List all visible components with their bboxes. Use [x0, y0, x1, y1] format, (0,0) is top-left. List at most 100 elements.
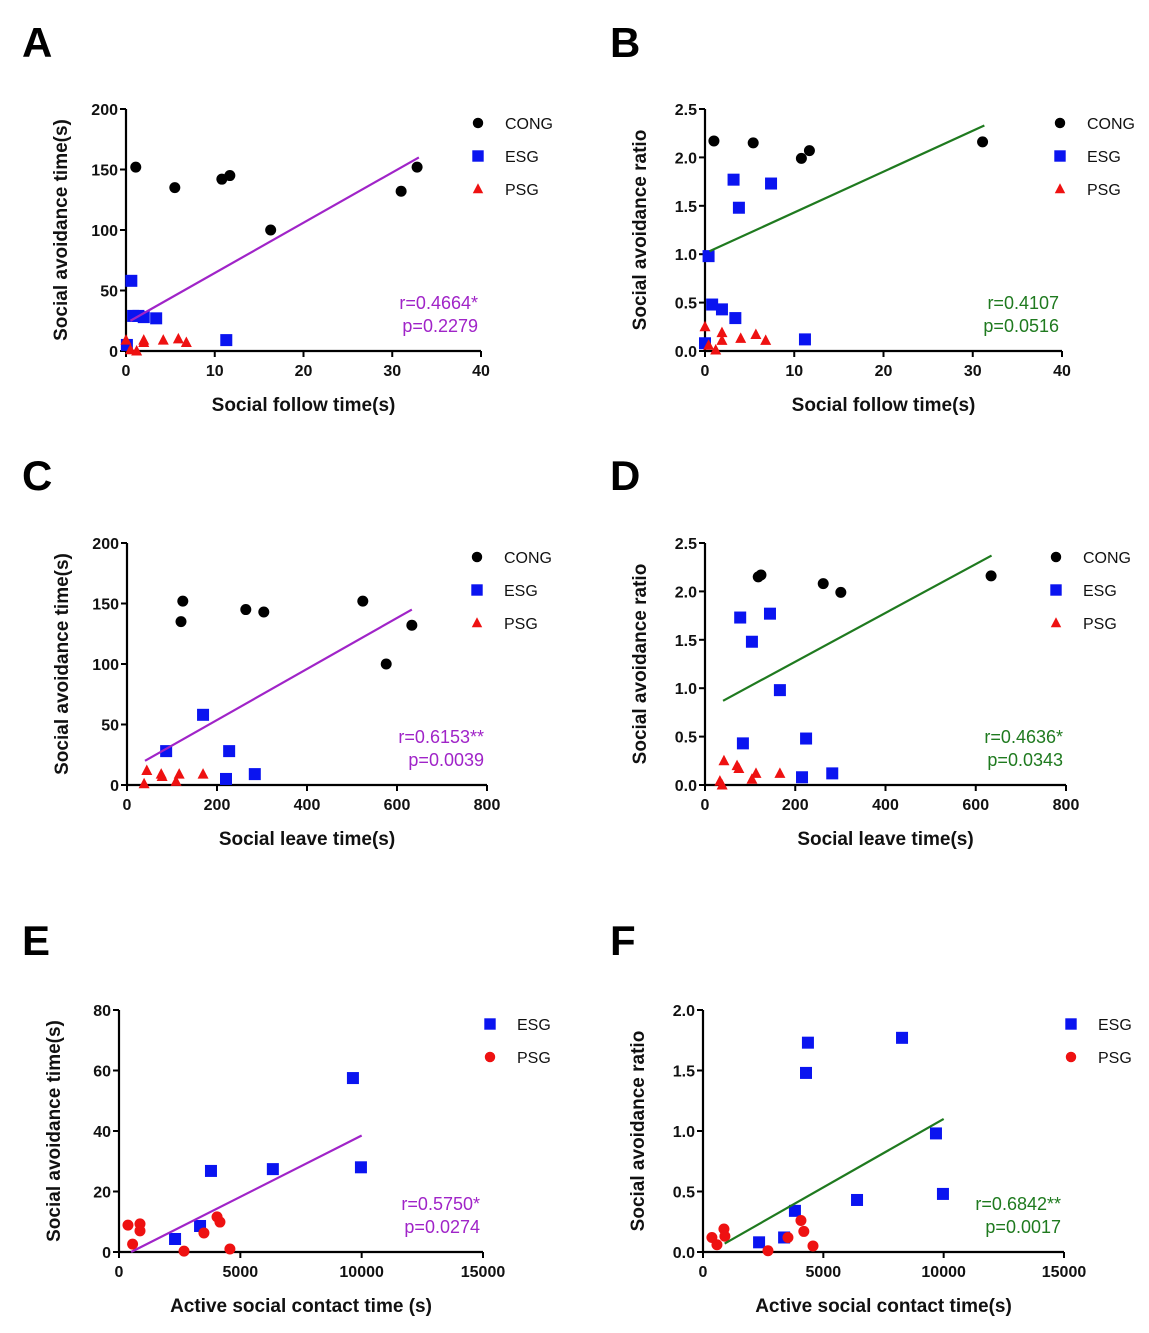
point-esg	[896, 1031, 909, 1044]
y-tick-label: 0.5	[673, 1185, 695, 1202]
point-psg	[716, 326, 728, 338]
y-tick-label: 0.5	[675, 730, 697, 747]
point-esg	[220, 772, 232, 785]
y-tick-label: 0	[109, 344, 118, 361]
x-tick-label: 0	[699, 1264, 708, 1281]
p-value-label: p=0.0274	[404, 1217, 480, 1237]
correlation-r-label: r=0.4636*	[984, 727, 1063, 747]
point-psg	[224, 1243, 236, 1255]
x-tick-label: 10000	[921, 1264, 966, 1281]
point-cong	[169, 182, 181, 194]
legend-label-esg: ESG	[517, 1017, 551, 1034]
legend-marker-esg	[471, 584, 483, 596]
legend-label-esg: ESG	[1083, 583, 1117, 600]
regression-line	[129, 156, 420, 322]
point-cong	[708, 135, 720, 147]
y-tick-label: 150	[92, 597, 119, 614]
regression-line	[724, 1117, 945, 1245]
panel-c: C 0 200 400 600 800 0 50 100 150 200 Social leave t…	[22, 452, 552, 850]
x-axis-title: Social follow time(s)	[792, 395, 976, 416]
point-cong	[265, 224, 277, 236]
point-esg	[734, 611, 747, 624]
y-tick-label: 40	[93, 1124, 111, 1141]
point-psg	[172, 332, 184, 344]
point-esg	[936, 1187, 949, 1200]
point-esg	[800, 1066, 813, 1079]
x-tick-label: 10	[785, 363, 803, 380]
point-esg	[266, 1163, 279, 1176]
point-esg	[773, 684, 786, 697]
legend-marker-esg	[472, 150, 484, 162]
legend-marker-cong	[1054, 117, 1066, 129]
x-axis-title: Active social contact time (s)	[170, 1296, 432, 1317]
p-value-label: p=0.2279	[402, 316, 478, 336]
y-tick-label: 2.0	[675, 150, 697, 167]
legend-marker-cong	[472, 117, 484, 129]
panel-letter: B	[610, 19, 640, 66]
point-psg	[122, 1219, 134, 1231]
point-psg	[699, 320, 711, 332]
p-value-label: p=0.0343	[987, 750, 1063, 770]
point-esg	[169, 1232, 182, 1245]
legend-label-psg: PSG	[504, 616, 538, 633]
legend-marker-esg	[1050, 584, 1062, 596]
point-psg	[178, 1245, 190, 1257]
x-tick-label: 600	[962, 797, 989, 814]
point-psg	[795, 1215, 807, 1227]
point-esg	[745, 635, 758, 648]
point-cong	[130, 161, 142, 173]
legend-marker-cong	[471, 551, 483, 563]
y-tick-label: 200	[92, 536, 119, 553]
y-axis-title: Social avoidance time(s)	[52, 553, 73, 775]
y-tick-label: 1.0	[675, 681, 697, 698]
point-psg	[703, 339, 715, 350]
point-cong	[985, 570, 997, 582]
legend-marker-esg	[1054, 150, 1066, 162]
point-cong	[755, 569, 767, 581]
correlation-r-label: r=0.6153**	[398, 727, 484, 747]
point-psg	[716, 779, 728, 790]
p-value-label: p=0.0516	[983, 316, 1059, 336]
regression-line	[709, 124, 985, 253]
point-psg	[710, 344, 722, 355]
legend-label-psg: PSG	[505, 182, 539, 199]
point-psg	[746, 773, 758, 784]
point-cong	[411, 161, 423, 173]
point-psg	[138, 777, 150, 789]
point-psg	[718, 754, 730, 766]
y-tick-label: 50	[101, 718, 119, 735]
point-cong	[380, 658, 392, 670]
point-cong	[803, 145, 815, 157]
point-psg	[197, 768, 209, 779]
y-tick-label: 50	[100, 284, 118, 301]
legend-label-esg: ESG	[504, 583, 538, 600]
x-tick-label: 800	[1053, 797, 1080, 814]
point-psg	[134, 1225, 146, 1237]
point-esg	[801, 1036, 814, 1049]
point-cong	[258, 606, 270, 618]
point-psg	[198, 1227, 210, 1239]
point-esg	[753, 1236, 766, 1249]
point-psg	[156, 770, 168, 782]
legend-marker-esg	[1065, 1018, 1077, 1030]
y-axis-title: Social avoidance ratio	[630, 564, 651, 765]
point-psg	[716, 334, 728, 345]
legend-label-cong: CONG	[1083, 550, 1131, 567]
x-tick-label: 400	[872, 797, 899, 814]
point-cong	[817, 578, 829, 590]
y-tick-label: 80	[93, 1003, 111, 1020]
x-tick-label: 200	[204, 797, 231, 814]
point-cong	[977, 136, 989, 148]
point-esg	[223, 745, 236, 758]
point-cong	[835, 586, 847, 598]
correlation-r-label: r=0.4664*	[399, 293, 478, 313]
x-tick-label: 15000	[1042, 1264, 1087, 1281]
point-cong	[224, 170, 236, 182]
legend-label-esg: ESG	[505, 149, 539, 166]
p-value-label: p=0.0017	[985, 1217, 1061, 1237]
y-axis-title: Social avoidance ratio	[630, 130, 651, 331]
x-tick-label: 600	[384, 797, 411, 814]
x-tick-label: 0	[123, 797, 132, 814]
y-tick-label: 2.5	[675, 102, 697, 119]
x-tick-label: 30	[964, 363, 982, 380]
